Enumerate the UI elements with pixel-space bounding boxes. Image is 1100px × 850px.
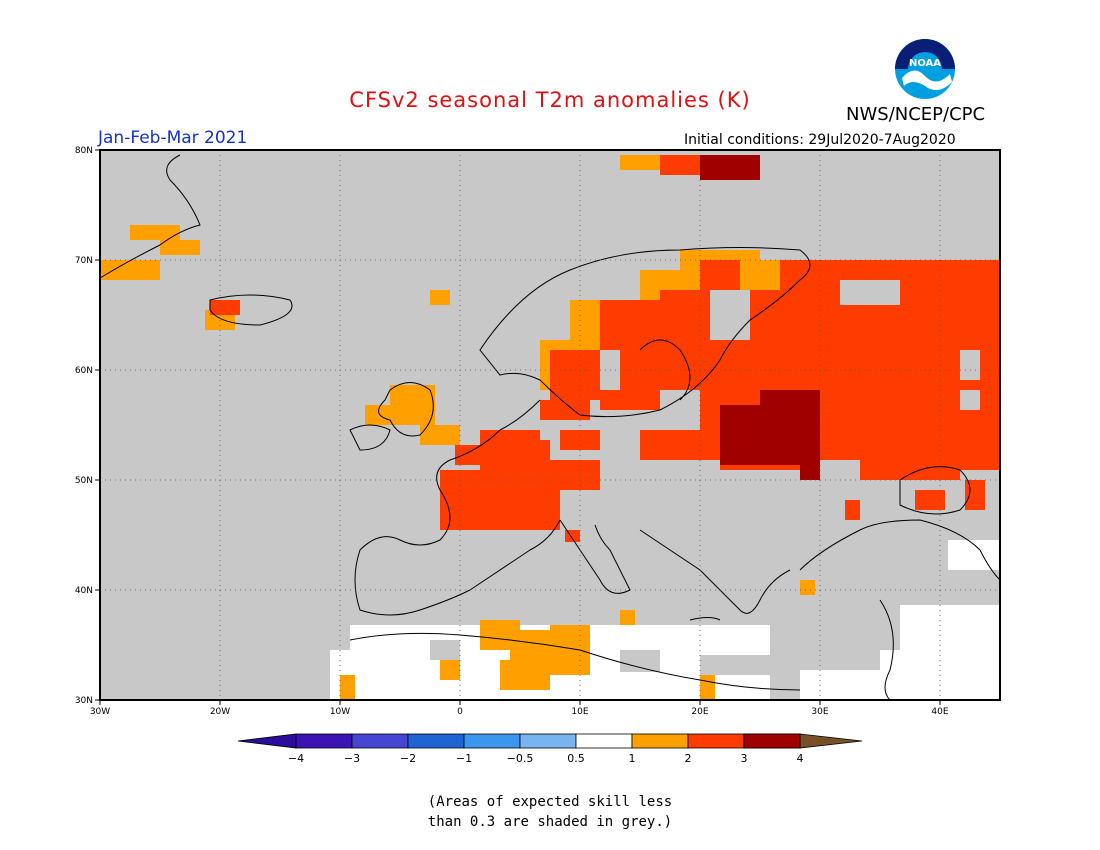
chart-title: CFSv2 seasonal T2m anomalies (K) (349, 88, 751, 112)
colorbar-label: −3 (344, 752, 360, 765)
colorbar-label: 1 (629, 752, 636, 765)
lon-tick-label: 30E (811, 707, 828, 717)
colorbar-label: −1 (456, 752, 472, 765)
colorbar-label: −2 (400, 752, 416, 765)
colorbar-label: 3 (741, 752, 748, 765)
colorbar-bin (351, 733, 409, 749)
colorbar-right-arrow (799, 733, 863, 749)
lon-tick-label: 40E (931, 707, 948, 717)
colorbar-label: 2 (685, 752, 692, 765)
svg-text:NOAA: NOAA (909, 58, 941, 69)
skill-note: (Areas of expected skill less than 0.3 a… (0, 792, 1100, 832)
colorbar-bin (575, 733, 633, 749)
anomaly-2-3 (700, 155, 820, 480)
colorbar: −4 −3 −2 −1 −0.5 0.5 1 2 3 4 (237, 733, 863, 765)
colorbar-label: −4 (288, 752, 304, 765)
colorbar-bin (407, 733, 465, 749)
lon-tick-label: 0 (457, 707, 463, 717)
colorbar-bin (519, 733, 577, 749)
colorbar-left-arrow (237, 733, 297, 749)
lon-tick-label: 20E (691, 707, 708, 717)
lon-tick-label: 30W (90, 707, 110, 717)
lon-tick-label: 20W (210, 707, 230, 717)
colorbar-label: −0.5 (507, 752, 534, 765)
lat-tick-label: 50N (75, 476, 93, 486)
agency-label: NWS/NCEP/CPC (846, 104, 986, 125)
lat-tick-label: 60N (75, 366, 93, 376)
skill-note-line2: than 0.3 are shaded in grey.) (427, 814, 673, 830)
lat-tick-label: 80N (75, 146, 93, 156)
lat-tick-label: 70N (75, 256, 93, 266)
colorbar-bin (463, 733, 521, 749)
initial-conditions-label: Initial conditions: 29Jul2020-7Aug2020 (684, 132, 956, 148)
colorbar-label: 4 (797, 752, 804, 765)
skill-note-line1: (Areas of expected skill less (427, 794, 673, 810)
lat-tick-label: 30N (75, 696, 93, 706)
lon-tick-label: 10W (330, 707, 350, 717)
anomaly-map: 30W 20W 10W 0 10E 20E 30E 40E 80N 70N 60… (75, 146, 1001, 717)
colorbar-bin (687, 733, 745, 749)
colorbar-label: 0.5 (567, 752, 585, 765)
lon-tick-label: 10E (571, 707, 588, 717)
coastlines (99, 154, 1001, 701)
period-label: Jan-Feb-Mar 2021 (98, 128, 248, 148)
noaa-logo: NOAA (895, 39, 955, 99)
graticule (100, 150, 1000, 700)
colorbar-bin (631, 733, 689, 749)
lat-tick-label: 40N (75, 586, 93, 596)
low-skill-holes (600, 280, 980, 480)
colorbar-bin (295, 733, 353, 749)
map-frame (99, 149, 1001, 701)
